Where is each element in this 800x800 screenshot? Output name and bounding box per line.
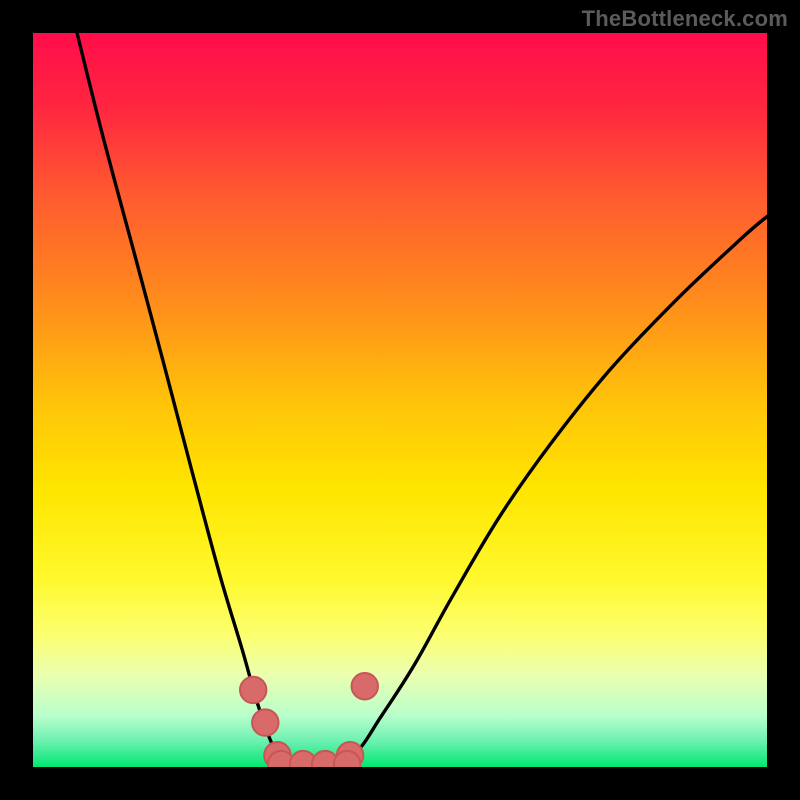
- watermark-text: TheBottleneck.com: [582, 6, 788, 32]
- curve-marker: [252, 709, 278, 735]
- chart-plot: [33, 33, 767, 767]
- curve-marker: [352, 673, 378, 699]
- gradient-background: [33, 33, 767, 767]
- curve-marker: [240, 677, 266, 703]
- curve-marker: [334, 751, 360, 767]
- chart-outer: TheBottleneck.com: [0, 0, 800, 800]
- chart-svg: [33, 33, 767, 767]
